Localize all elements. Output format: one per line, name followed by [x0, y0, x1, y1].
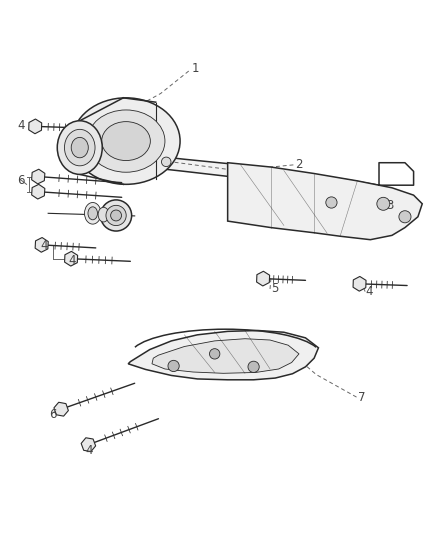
Text: 4: 4 — [17, 119, 25, 133]
Polygon shape — [32, 169, 45, 184]
Circle shape — [248, 361, 259, 373]
Polygon shape — [29, 119, 42, 134]
Polygon shape — [257, 271, 270, 286]
Ellipse shape — [72, 98, 180, 184]
Text: 4: 4 — [68, 254, 76, 266]
Polygon shape — [81, 438, 95, 451]
Text: 3: 3 — [386, 199, 393, 213]
Circle shape — [377, 197, 390, 211]
Text: 6: 6 — [49, 408, 56, 421]
Ellipse shape — [102, 122, 150, 160]
Polygon shape — [35, 238, 48, 252]
Ellipse shape — [64, 130, 95, 166]
Ellipse shape — [71, 138, 88, 158]
Text: 4: 4 — [366, 285, 373, 298]
Circle shape — [326, 197, 337, 208]
Text: 4: 4 — [40, 239, 48, 252]
Text: 7: 7 — [358, 391, 365, 403]
Text: 2: 2 — [295, 158, 303, 172]
Polygon shape — [128, 330, 318, 380]
Text: 5: 5 — [272, 282, 279, 295]
Polygon shape — [228, 163, 422, 240]
Circle shape — [106, 205, 126, 225]
Circle shape — [168, 360, 179, 372]
Circle shape — [399, 211, 411, 223]
Circle shape — [162, 157, 171, 167]
Polygon shape — [152, 338, 299, 373]
Circle shape — [100, 200, 132, 231]
Ellipse shape — [87, 110, 165, 172]
Polygon shape — [64, 252, 78, 266]
Ellipse shape — [57, 121, 102, 174]
Polygon shape — [353, 277, 366, 291]
Polygon shape — [54, 402, 68, 416]
Text: 6: 6 — [17, 174, 25, 187]
Text: 4: 4 — [85, 444, 93, 457]
Text: 1: 1 — [191, 62, 199, 75]
Ellipse shape — [85, 203, 101, 224]
Polygon shape — [145, 155, 379, 198]
Ellipse shape — [98, 207, 109, 222]
Polygon shape — [32, 184, 45, 199]
Circle shape — [209, 349, 220, 359]
Ellipse shape — [88, 207, 98, 220]
Circle shape — [111, 210, 121, 221]
